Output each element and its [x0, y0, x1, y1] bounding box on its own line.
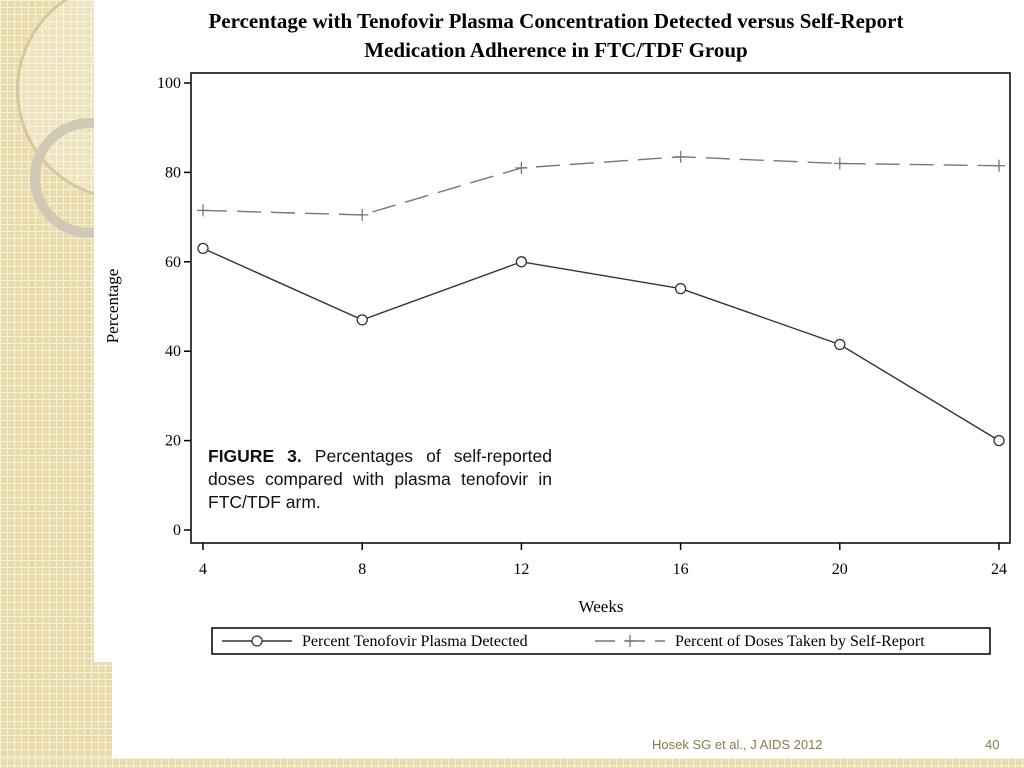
series-2-point [356, 208, 369, 221]
series-1-point [356, 314, 368, 326]
y-tick-label: 0 [173, 522, 181, 539]
series-2-point [674, 150, 687, 163]
series-1-point [993, 434, 1005, 447]
legend-marker-1 [251, 635, 263, 647]
y-axis-label: Percentage [103, 269, 122, 344]
series-line-1 [202, 247, 1000, 442]
x-tick-label: 4 [199, 561, 207, 578]
page-number: 40 [985, 737, 1000, 752]
legend-marker-2 [624, 635, 636, 647]
series-2-point [515, 161, 528, 174]
chart-title-line-1: Percentage with Tenofovir Plasma Concent… [208, 9, 903, 33]
series-2-point [993, 159, 1005, 172]
series-layer [197, 150, 1005, 447]
slide-content-area [94, 0, 1024, 662]
series-line-2 [202, 156, 1000, 216]
series-2-point [197, 204, 209, 217]
figure-caption-label: FIGURE 3. [208, 446, 302, 466]
decorative-grid-footer-strip [0, 758, 1024, 768]
plot-frame [190, 72, 1011, 544]
legend-label-1: Percent Tenofovir Plasma Detected [302, 633, 528, 650]
x-tick-label: 8 [358, 561, 366, 578]
series-1-point [834, 338, 846, 351]
x-tick-label: 20 [832, 561, 848, 578]
x-tick-label: 12 [513, 561, 529, 578]
y-tick-label: 100 [157, 75, 181, 92]
legend-label-2: Percent of Doses Taken by Self-Report [675, 633, 925, 650]
y-tick-label: 20 [165, 433, 181, 450]
y-tick-label: 60 [165, 254, 181, 271]
x-tick-label: 24 [991, 561, 1007, 578]
x-axis-label: Weeks [579, 597, 624, 616]
figure-caption: FIGURE 3. Percentages of self-reported d… [208, 445, 552, 514]
axes: 0 20 40 60 80 100 4 8 12 16 20 24 [157, 75, 1007, 578]
series-2-point [833, 157, 846, 170]
x-tick-label: 16 [673, 561, 689, 578]
series-1-point [197, 242, 209, 255]
series-1-point [674, 282, 687, 295]
y-tick-label: 80 [165, 164, 181, 181]
y-tick-label: 40 [165, 343, 181, 360]
legend: Percent Tenofovir Plasma Detected Percent… [222, 633, 925, 650]
series-1-point [515, 256, 528, 268]
footer-citation: Hosek SG et al., J AIDS 2012 [652, 737, 823, 752]
legend-box [211, 627, 991, 655]
figure-caption-text: Percentages of self-reported doses compa… [208, 446, 552, 512]
chart-title-line-2: Medication Adherence in FTC/TDF Group [364, 38, 747, 62]
